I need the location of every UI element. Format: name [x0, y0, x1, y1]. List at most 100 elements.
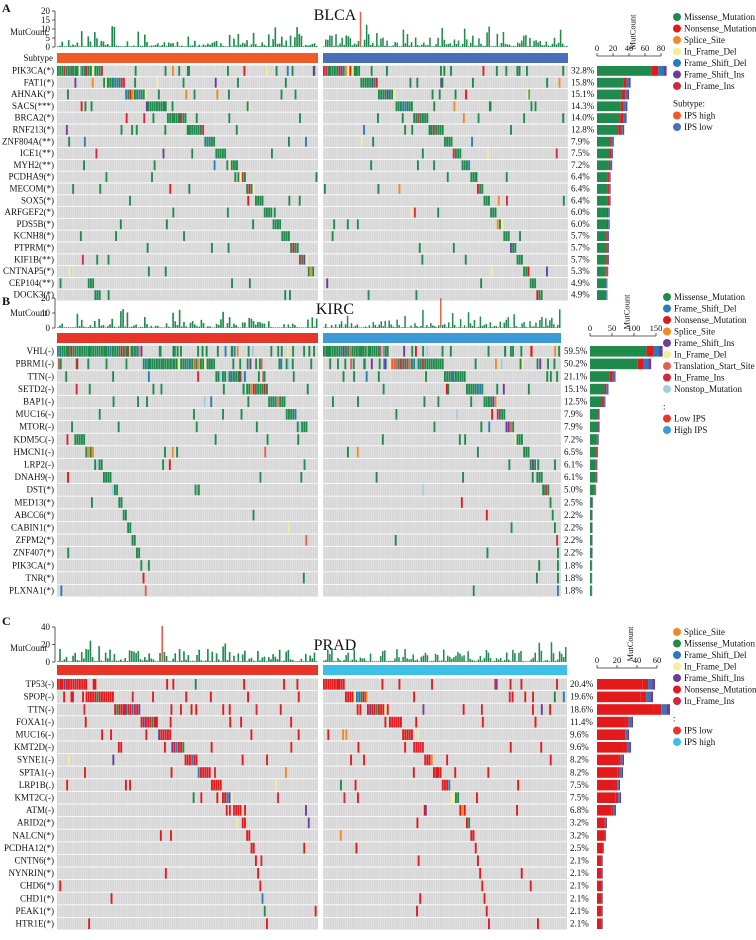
gene-label: LRP2(-) [24, 459, 54, 469]
mutation-cell [226, 792, 228, 803]
legend-label: Frame_Shift_Ins [674, 338, 735, 348]
mutation-cell [475, 384, 477, 395]
mutation-cell [209, 137, 211, 147]
mutation-cell [484, 196, 486, 206]
count-bar-segment [605, 396, 606, 407]
count-bar-segment [625, 90, 627, 100]
mutation-cell [374, 346, 376, 357]
mutcount-bar [482, 46, 484, 47]
count-bar-segment [597, 918, 602, 929]
mutation-cell [240, 172, 242, 182]
mutation-cell [332, 679, 334, 690]
mutation-cell [179, 113, 181, 123]
mutation-cell [468, 818, 470, 829]
mutation-cell [72, 184, 74, 194]
gene-label: MUC16(-) [16, 729, 55, 739]
count-bar-segment [605, 278, 606, 288]
mutation-cell [235, 371, 237, 382]
count-bar-segment [644, 359, 648, 370]
mutcount-bar [107, 44, 109, 47]
mutation-cell [248, 346, 250, 357]
mutation-cell [360, 692, 362, 703]
mutation-cell [354, 346, 356, 357]
mutcount-bar [372, 661, 374, 662]
mutcount-bar [146, 660, 148, 662]
mutcount-bar [155, 326, 157, 328]
mutation-cell [480, 278, 482, 288]
count-bar-segment [604, 384, 606, 395]
count-bar-segment [606, 231, 607, 241]
mutcount-bar [316, 661, 318, 662]
mutcount-bar [109, 46, 111, 47]
gene-percent: 15.1% [571, 89, 595, 99]
mutcount-bar [463, 655, 465, 662]
mutation-cell [374, 78, 376, 88]
mutcount-bar [500, 658, 502, 662]
count-bar-segment [610, 137, 612, 147]
mutcount-bar [79, 661, 81, 662]
mutcount-bar [181, 327, 183, 328]
mutation-cell [508, 231, 510, 241]
mutation-cell [88, 66, 90, 76]
mutcount-bar [72, 45, 74, 47]
mutation-cell [85, 679, 87, 690]
gene-label: MECOM(*) [10, 183, 55, 193]
gene-percent: 2.1% [570, 881, 589, 891]
mutation-cell [358, 346, 360, 357]
mutation-cell [273, 396, 275, 407]
mutcount-bar [233, 656, 235, 662]
mutcount-bar [541, 651, 543, 662]
mutcount-bar [433, 661, 435, 662]
count-bar-segment [590, 371, 610, 382]
mutation-cell [456, 409, 458, 420]
gene-label: SYNE1(-) [17, 755, 54, 765]
mutation-cell [172, 101, 174, 111]
mutcount-bar [501, 43, 503, 47]
mutation-cell [531, 101, 533, 111]
mutation-cell [288, 409, 290, 420]
count-bar-segment [590, 522, 592, 533]
mutation-cell [270, 396, 272, 407]
mutcount-bar [531, 327, 532, 328]
legend-label: Missense_Mutation [674, 292, 745, 302]
mutcount-bar [64, 46, 66, 47]
mutation-cell [368, 346, 370, 357]
bar-axis-title: MutCount [622, 294, 632, 330]
mutation-cell [259, 384, 261, 395]
mutation-cell [303, 573, 305, 584]
mutcount-bar [66, 657, 68, 662]
mutation-cell [395, 359, 397, 370]
mutation-cell [371, 704, 373, 715]
mutation-cell [169, 184, 171, 194]
mutcount-bar [188, 655, 190, 662]
mutation-cell [253, 184, 255, 194]
gene-label: NALCN(*) [13, 830, 55, 840]
count-bar-segment [597, 792, 616, 803]
mutation-cell [411, 359, 413, 370]
bar-axis-tick-label: 60 [641, 43, 650, 53]
count-bar-segment [641, 692, 647, 703]
mutation-cell [466, 818, 468, 829]
mutcount-bar [457, 652, 459, 662]
legend-label: Splice_Site [684, 35, 725, 45]
mutcount-bar [476, 46, 478, 47]
mutcount-bar [151, 326, 153, 328]
mutation-cell [281, 231, 283, 241]
mutation-cell [398, 101, 400, 111]
count-bar-segment [622, 729, 625, 740]
mutcount-bar [339, 324, 340, 328]
mutcount-bar [151, 658, 153, 662]
count-bar-segment [623, 125, 624, 135]
mutcount-bar [384, 46, 386, 47]
legend-group-swatch [673, 727, 681, 735]
mutcount-bar [545, 318, 546, 328]
mutation-cell [90, 278, 92, 288]
mutcount-bar [418, 327, 419, 328]
mutcount-bar [190, 661, 192, 662]
gene-percent: 6.4% [571, 195, 590, 205]
gene-percent: 6.1% [564, 459, 583, 469]
mutation-cell [268, 396, 270, 407]
mutation-cell [99, 184, 101, 194]
mutation-cell [242, 371, 244, 382]
mutation-cell [118, 742, 120, 753]
